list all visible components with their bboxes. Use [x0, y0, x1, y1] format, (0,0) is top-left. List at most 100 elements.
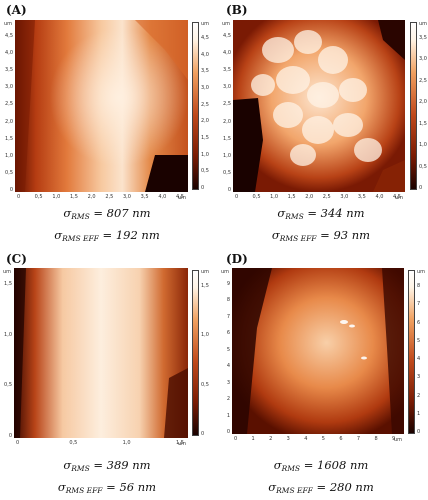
x-tick-label: 2: [269, 436, 273, 442]
y-tick-label: 1: [226, 412, 230, 419]
colorbar-tick-label: 2,5: [419, 77, 427, 84]
colorbar-unit-label: um: [201, 269, 210, 275]
y-tick-label: 1,5: [5, 135, 13, 142]
y-tick-label: 3,0: [5, 84, 13, 91]
y-tick-label: 5: [226, 346, 230, 353]
colorbar-tick-label: 0: [201, 431, 205, 437]
y-tick-label: 4,5: [223, 33, 231, 39]
colorbar-tick-label: 3,5: [201, 68, 209, 75]
y-tick-label: 3,0: [223, 84, 231, 91]
colorbar-tick-label: 3,0: [201, 85, 209, 91]
x-tick-label: 3,5: [357, 194, 366, 200]
y-tick-label: 9: [226, 281, 230, 287]
colorbar-tick-label: 0,5: [419, 163, 427, 170]
y-tick-label: 2,0: [223, 118, 231, 125]
x-tick-label: 4,5: [176, 194, 184, 200]
colorbar-tick-label: 1,5: [201, 135, 209, 141]
y-tick-label: 4,0: [5, 50, 13, 57]
sigma-rms-eff-caption-a: σRMS EFF = 192 nm: [54, 228, 160, 243]
y-tick-label: 0: [227, 187, 231, 193]
y-tick-label: 3: [226, 379, 230, 386]
colorbar-a: [192, 22, 199, 190]
colorbar-tick-label: 0: [419, 185, 423, 191]
colorbar-tick-label: 2,0: [419, 99, 427, 106]
colorbar-d: [408, 270, 415, 434]
y-tick-label: 3,5: [223, 67, 231, 74]
sigma-rms-eff-value: 280 nm: [329, 480, 374, 494]
x-unit-label: um: [178, 195, 187, 201]
y-tick-label: 2: [226, 396, 230, 403]
sigma-rms-value: 807 nm: [106, 206, 151, 220]
x-tick-label: 9: [392, 436, 396, 442]
x-tick-label: 1,0: [122, 440, 131, 446]
x-tick-label: 0: [234, 436, 238, 442]
x-tick-label: 4,0: [375, 194, 384, 200]
x-tick-label: 3,0: [123, 194, 131, 200]
y-unit-label: um: [3, 269, 12, 275]
y-tick-label: 2,0: [5, 118, 13, 125]
y-unit-label: um: [221, 269, 230, 275]
y-tick-label: 7: [226, 313, 230, 320]
x-tick-label: 0,5: [69, 440, 78, 446]
x-tick-label: 2,0: [87, 194, 96, 200]
colorbar-tick-label: 0: [201, 185, 205, 191]
colorbar-tick-label: 4,5: [201, 35, 209, 41]
x-unit-label: um: [395, 195, 404, 201]
y-tick-label: 0,5: [4, 382, 12, 389]
afm-image-b: [233, 20, 405, 192]
panel-label: (C): [6, 252, 27, 266]
colorbar-tick-label: 0,5: [201, 168, 209, 175]
colorbar-tick-label: 7: [417, 301, 421, 308]
colorbar-unit-label: um: [201, 21, 210, 27]
colorbar-tick-label: 4,0: [201, 51, 209, 58]
colorbar-tick-label: 3,5: [419, 35, 427, 41]
sigma-rms-eff-caption-d: σRMS EFF = 280 nm: [268, 480, 374, 495]
x-tick-label: 2,5: [322, 194, 331, 200]
afm-image-a: [15, 20, 188, 192]
y-tick-label: 4: [226, 363, 230, 370]
colorbar-tick-label: 3,0: [419, 56, 427, 63]
sigma-rms-caption-c: σRMS = 389 nm: [63, 458, 151, 473]
colorbar-tick-label: 1,0: [201, 332, 209, 339]
colorbar-tick-label: 1,5: [419, 120, 427, 127]
sigma-rms-value: 344 nm: [320, 206, 365, 220]
x-tick-label: 1,5: [176, 440, 184, 446]
x-tick-label: 3,5: [140, 194, 149, 200]
y-tick-label: 0: [8, 433, 12, 439]
x-tick-label: 2,0: [305, 194, 314, 200]
y-tick-label: 1,0: [5, 152, 13, 159]
panel-label: (D): [226, 252, 248, 266]
x-tick-label: 8: [374, 436, 378, 442]
x-tick-label: 1,0: [270, 194, 279, 200]
colorbar-tick-label: 1,0: [201, 151, 209, 158]
colorbar-b: [410, 22, 417, 190]
sigma-rms-value: 1608 nm: [317, 458, 369, 472]
sigma-rms-eff-value: 93 nm: [333, 228, 371, 242]
sigma-rms-caption-d: σRMS = 1608 nm: [273, 458, 369, 473]
x-tick-label: 1,0: [52, 194, 61, 200]
sigma-rms-caption-b: σRMS = 344 nm: [277, 206, 365, 221]
y-tick-label: 0,5: [5, 169, 13, 176]
x-tick-label: 0: [16, 440, 20, 446]
colorbar-tick-label: 4: [417, 356, 421, 362]
colorbar-tick-label: 2,5: [201, 101, 209, 108]
sigma-rms-value: 389 nm: [106, 458, 151, 472]
afm-image-d: [232, 268, 404, 434]
y-tick-label: 0: [9, 187, 13, 193]
y-tick-label: 1,5: [223, 135, 231, 142]
sigma-rms-eff-caption-c: σRMS EFF = 56 nm: [57, 480, 157, 495]
panel-label: (A): [6, 3, 27, 17]
y-unit-label: um: [222, 21, 231, 27]
y-tick-label: 6: [226, 330, 230, 337]
y-tick-label: 4,0: [223, 50, 231, 57]
colorbar-tick-label: 5: [417, 337, 421, 344]
x-unit-label: um: [394, 437, 403, 443]
x-tick-label: 2,5: [105, 194, 114, 200]
x-tick-label: 3,0: [340, 194, 349, 200]
y-tick-label: 3,5: [5, 67, 13, 74]
afm-image-c: [14, 268, 188, 438]
colorbar-c: [192, 270, 199, 436]
y-unit-label: um: [4, 21, 13, 27]
colorbar-tick-label: 3: [417, 374, 421, 381]
x-tick-label: 1,5: [287, 194, 296, 200]
